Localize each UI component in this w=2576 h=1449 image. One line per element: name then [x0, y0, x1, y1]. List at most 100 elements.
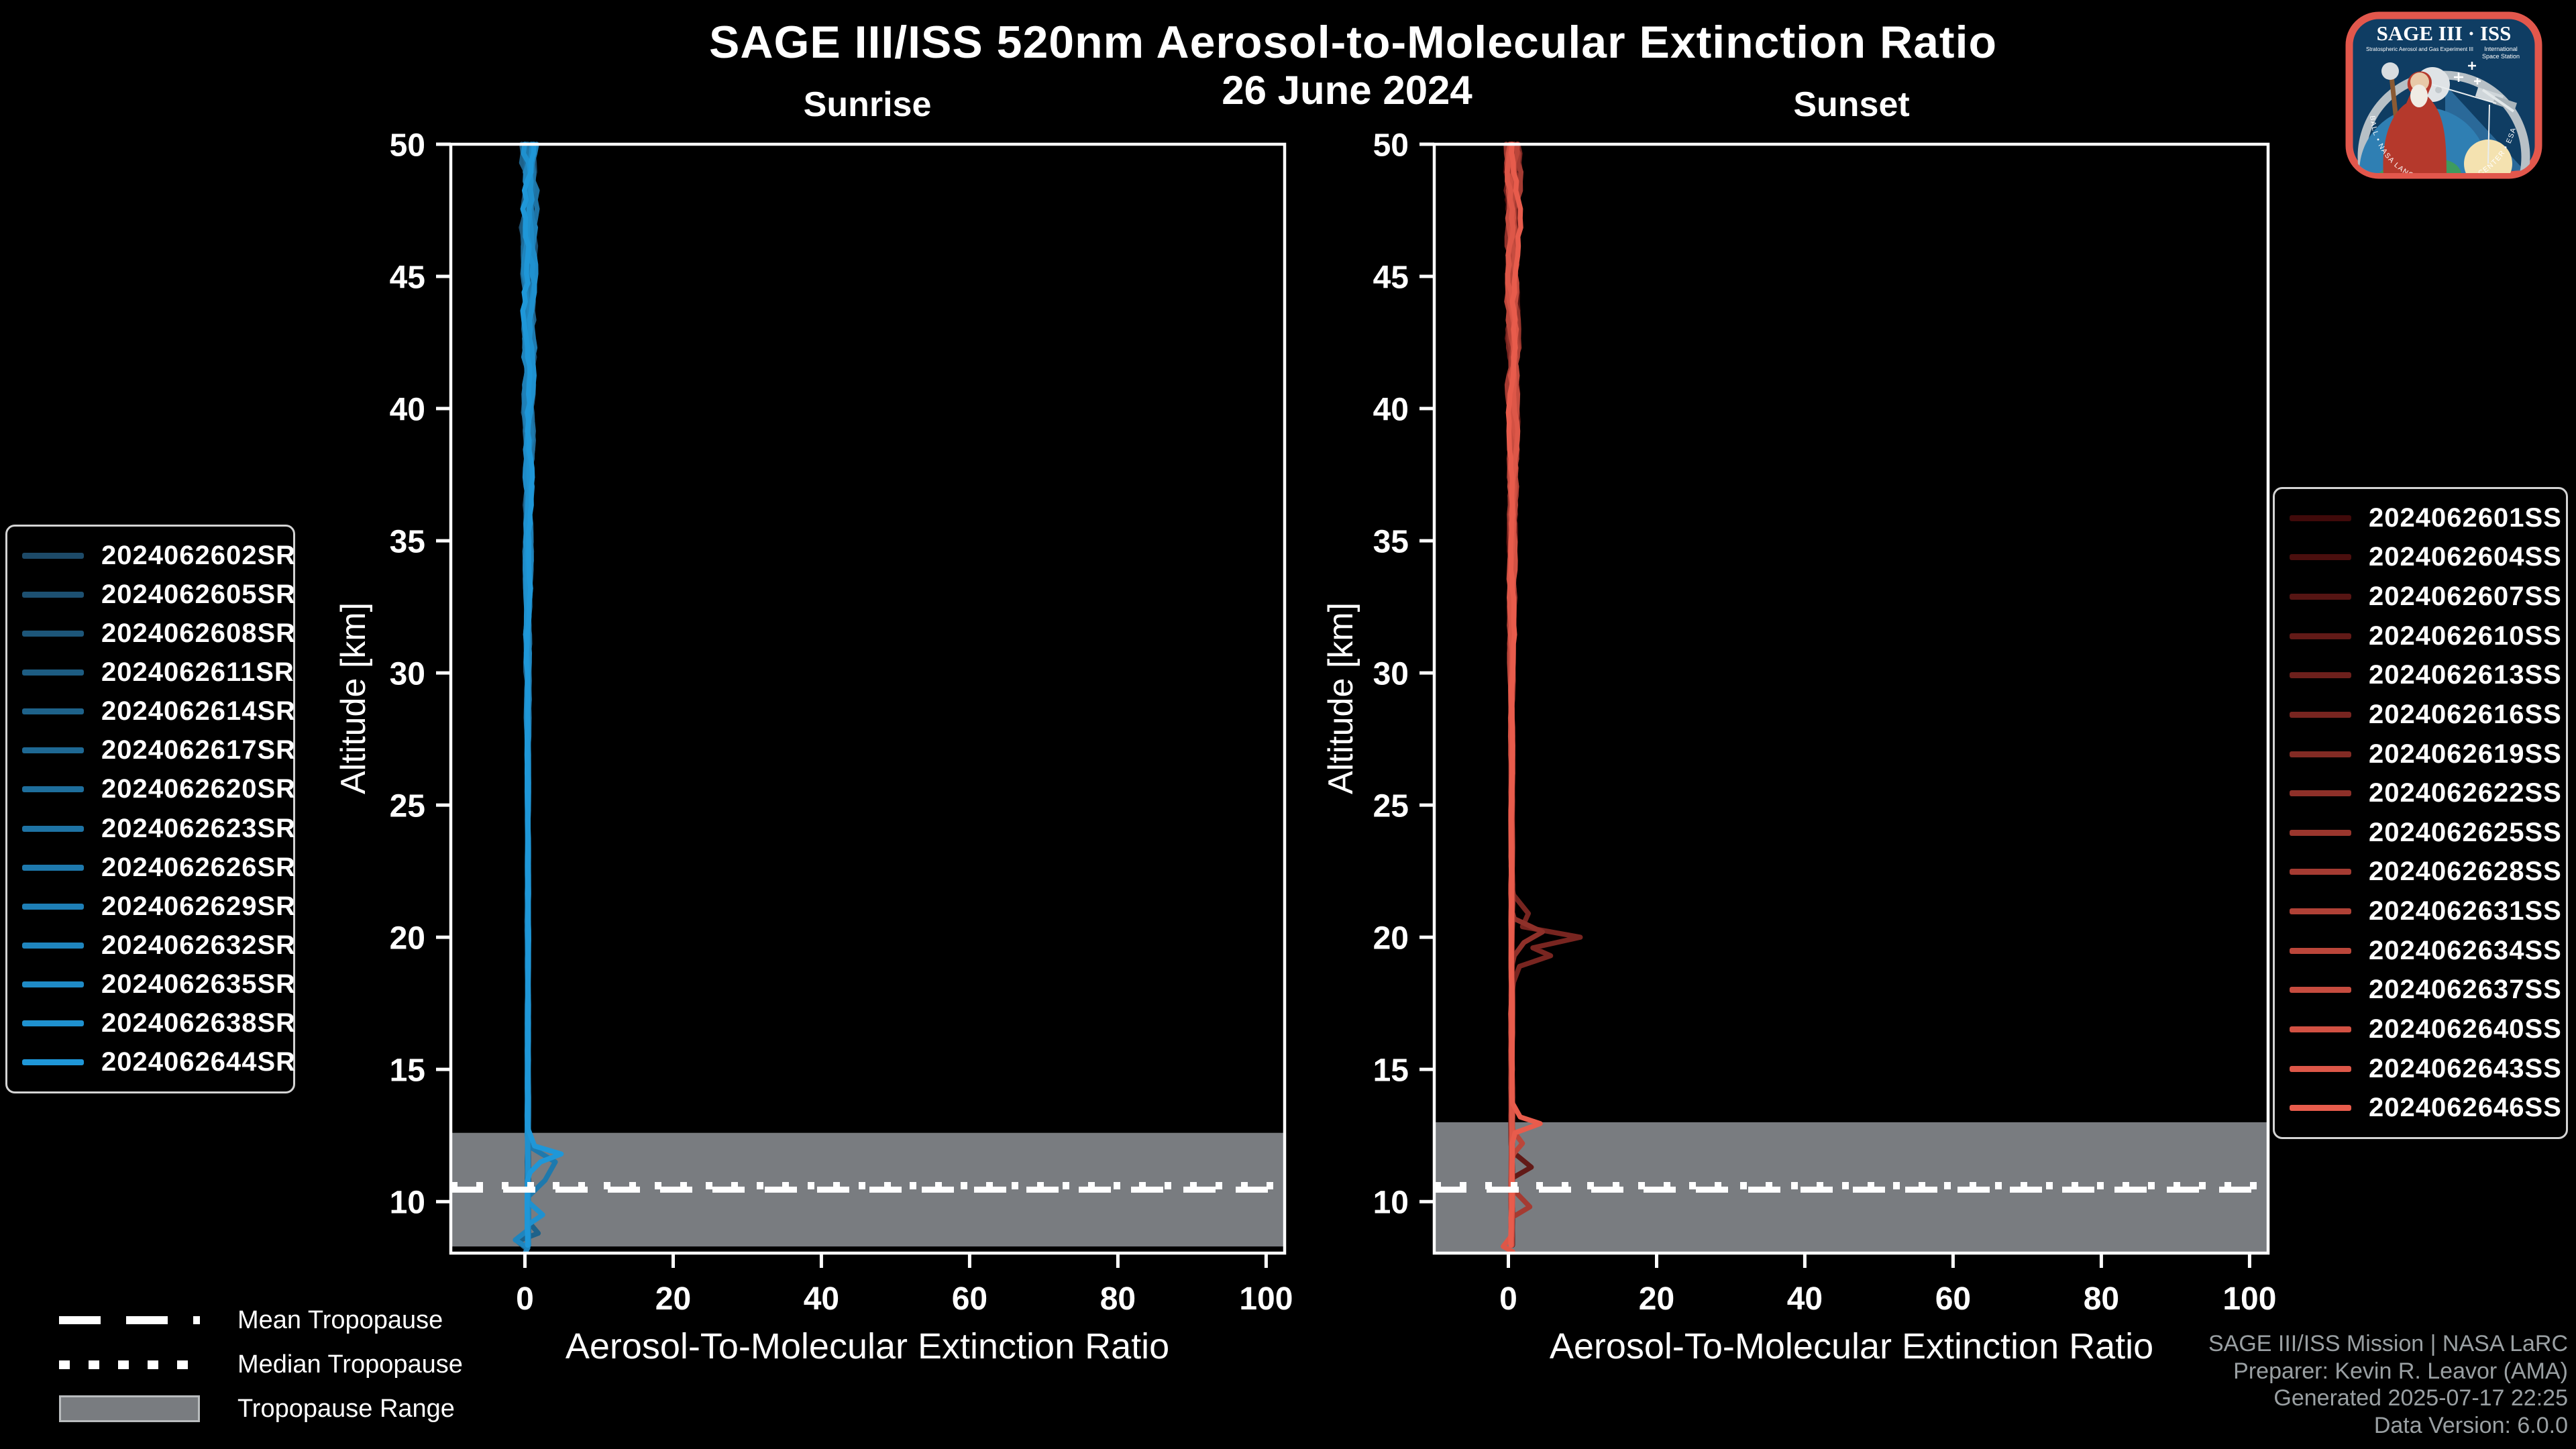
- legend-item: 2024062629SR: [14, 892, 295, 922]
- legend-item: 2024062605SR: [14, 580, 295, 610]
- legend-line-swatch: [2290, 829, 2351, 836]
- legend-event-id: 2024062646SS: [2369, 1093, 2562, 1123]
- legend-line-swatch: [22, 942, 84, 949]
- legend-line-swatch: [2290, 554, 2351, 561]
- patch-subtitle-right1: International: [2484, 46, 2518, 52]
- footer: SAGE III/ISS Mission | NASA LaRC Prepare…: [2208, 1330, 2568, 1440]
- plot-sunset: 0 20 40 60 80 100 10 15 20 25 30 35 40 45 50: [1373, 127, 2277, 1317]
- legend-line-swatch: [2290, 869, 2351, 875]
- legend-item: 2024062626SR: [14, 853, 295, 883]
- legend-event-id: 2024062629SR: [101, 891, 297, 921]
- legend-item: 2024062602SR: [14, 541, 295, 571]
- y-tick-label: 15: [390, 1053, 425, 1088]
- xlabel-sunset: Aerosol-To-Molecular Extinction Ratio: [1549, 1326, 2154, 1366]
- legend-item: 2024062640SS: [2282, 1014, 2562, 1044]
- y-tick-label: 50: [1373, 127, 1409, 163]
- ylabel-sunset: Altitude [km]: [1322, 602, 1360, 795]
- legend-item-median-tropopause: Median Tropopause: [59, 1350, 463, 1379]
- legend-item: 2024062634SS: [2282, 936, 2561, 966]
- legend-event-id: 2024062610SS: [2369, 621, 2562, 651]
- legend-item: 2024062625SS: [2282, 817, 2562, 848]
- legend-event-id: 2024062607SS: [2369, 582, 2562, 612]
- y-tick-label: 40: [390, 392, 425, 427]
- legend-item: 2024062608SR: [14, 619, 295, 649]
- legend-event-id: 2024062635SR: [101, 969, 297, 1000]
- y-tick-label: 20: [1373, 920, 1409, 956]
- legend-item: 2024062643SS: [2282, 1054, 2561, 1084]
- tropopause-range-swatch: [59, 1395, 200, 1422]
- legend-item: 2024062614SR: [14, 696, 295, 727]
- legend-item: 2024062620SR: [14, 774, 295, 804]
- legend-event-id: 2024062625SS: [2369, 817, 2562, 847]
- profile-2024062644SR: [520, 142, 564, 1248]
- mean-tropopause-label: Mean Tropopause: [237, 1305, 443, 1334]
- legend-line-swatch: [2290, 1026, 2351, 1032]
- patch-title: SAGE III · ISS: [2377, 21, 2512, 45]
- legend-item: 2024062613SS: [2282, 660, 2561, 690]
- x-tick-label: 40: [804, 1281, 839, 1317]
- y-tick-label: 40: [1373, 392, 1409, 427]
- stars: [2454, 62, 2481, 85]
- legend-line-swatch: [2290, 1105, 2351, 1112]
- y-tick-label: 25: [1373, 788, 1409, 824]
- x-tick-label: 0: [516, 1281, 534, 1317]
- median-tropopause-label: Median Tropopause: [237, 1350, 463, 1379]
- legend-event-id: 2024062616SS: [2369, 699, 2562, 729]
- legend-line-swatch: [2290, 672, 2351, 679]
- legend-event-id: 2024062644SR: [101, 1047, 297, 1077]
- legend-line-swatch: [22, 825, 84, 832]
- figure-title: SAGE III/ISS 520nm Aerosol-to-Molecular …: [708, 17, 1998, 68]
- plot-frame: [449, 142, 1287, 1255]
- legend-line-swatch: [22, 708, 84, 715]
- x-tick-label: 40: [1787, 1281, 1823, 1317]
- legend-event-id: 2024062617SR: [101, 735, 297, 765]
- y-tick-label: 45: [1373, 260, 1409, 295]
- legend-line-swatch: [22, 903, 84, 910]
- mean-tropopause-dash-swatch: [59, 1316, 200, 1324]
- x-tick-label: 100: [1239, 1281, 1293, 1317]
- legend-item: 2024062622SS: [2282, 778, 2562, 808]
- legend-event-id: 2024062631SS: [2369, 896, 2562, 926]
- profile-2024062646SS: [1505, 142, 1543, 1248]
- legend-event-id: 2024062637SS: [2369, 975, 2562, 1005]
- x-tick-label: 80: [2084, 1281, 2119, 1317]
- y-tick-label: 50: [390, 127, 425, 163]
- legend-line-swatch: [22, 747, 84, 754]
- footer-data-version: Data Version: 6.0.0: [2373, 1413, 2568, 1439]
- y-tick-label: 45: [390, 260, 425, 295]
- legend-item: 2024062619SS: [2282, 739, 2561, 769]
- legend-item: 2024062631SS: [2282, 896, 2562, 926]
- legend-item: 2024062646SS: [2282, 1093, 2562, 1123]
- legend-item: 2024062628SS: [2282, 857, 2562, 887]
- moon-crater: [2435, 87, 2442, 93]
- legend-line-swatch: [22, 1020, 84, 1027]
- x-tick-label: 60: [1935, 1281, 1971, 1317]
- legend-item: 2024062637SS: [2282, 975, 2562, 1005]
- legend-event-id: 2024062628SS: [2369, 857, 2562, 887]
- x-tick-label: 80: [1100, 1281, 1136, 1317]
- y-tick-label: 35: [390, 524, 425, 559]
- legend-event-id: 2024062620SR: [101, 774, 297, 804]
- legend-event-id: 2024062640SS: [2369, 1014, 2562, 1044]
- legend-sunrise-events: 2024062602SR 2024062605SR 2024062608SR 2024…: [5, 525, 295, 1093]
- wizard: [2381, 62, 2447, 173]
- xlabel-sunrise: Aerosol-To-Molecular Extinction Ratio: [565, 1326, 1170, 1366]
- footer-preparer: Preparer: Kevin R. Leavor (AMA): [2233, 1358, 2568, 1384]
- tropopause-range-label: Tropopause Range: [237, 1394, 455, 1423]
- x-tick-label: 60: [952, 1281, 987, 1317]
- sunset-chart: 0 20 40 60 80 100 10 15 20 25 30 35 40 45 50: [1373, 127, 2277, 1317]
- legend-line-swatch: [22, 1059, 84, 1066]
- median-tropopause-dot-swatch: [59, 1360, 200, 1369]
- ylabel-sunrise: Altitude [km]: [334, 602, 373, 795]
- legend-event-id: 2024062605SR: [101, 579, 297, 609]
- plot-frame: [1432, 142, 2270, 1255]
- legend-event-id: 2024062622SS: [2369, 778, 2562, 808]
- legend-line-swatch: [22, 552, 84, 559]
- y-tick-label: 15: [1373, 1053, 1409, 1088]
- legend-item: 2024062617SR: [14, 735, 295, 765]
- legend-line-swatch: [2290, 594, 2351, 600]
- patch-subtitle-left: Stratospheric Aerosol and Gas Experiment…: [2366, 46, 2473, 52]
- y-tick-label: 10: [1373, 1185, 1409, 1220]
- legend-item: 2024062616SS: [2282, 699, 2562, 730]
